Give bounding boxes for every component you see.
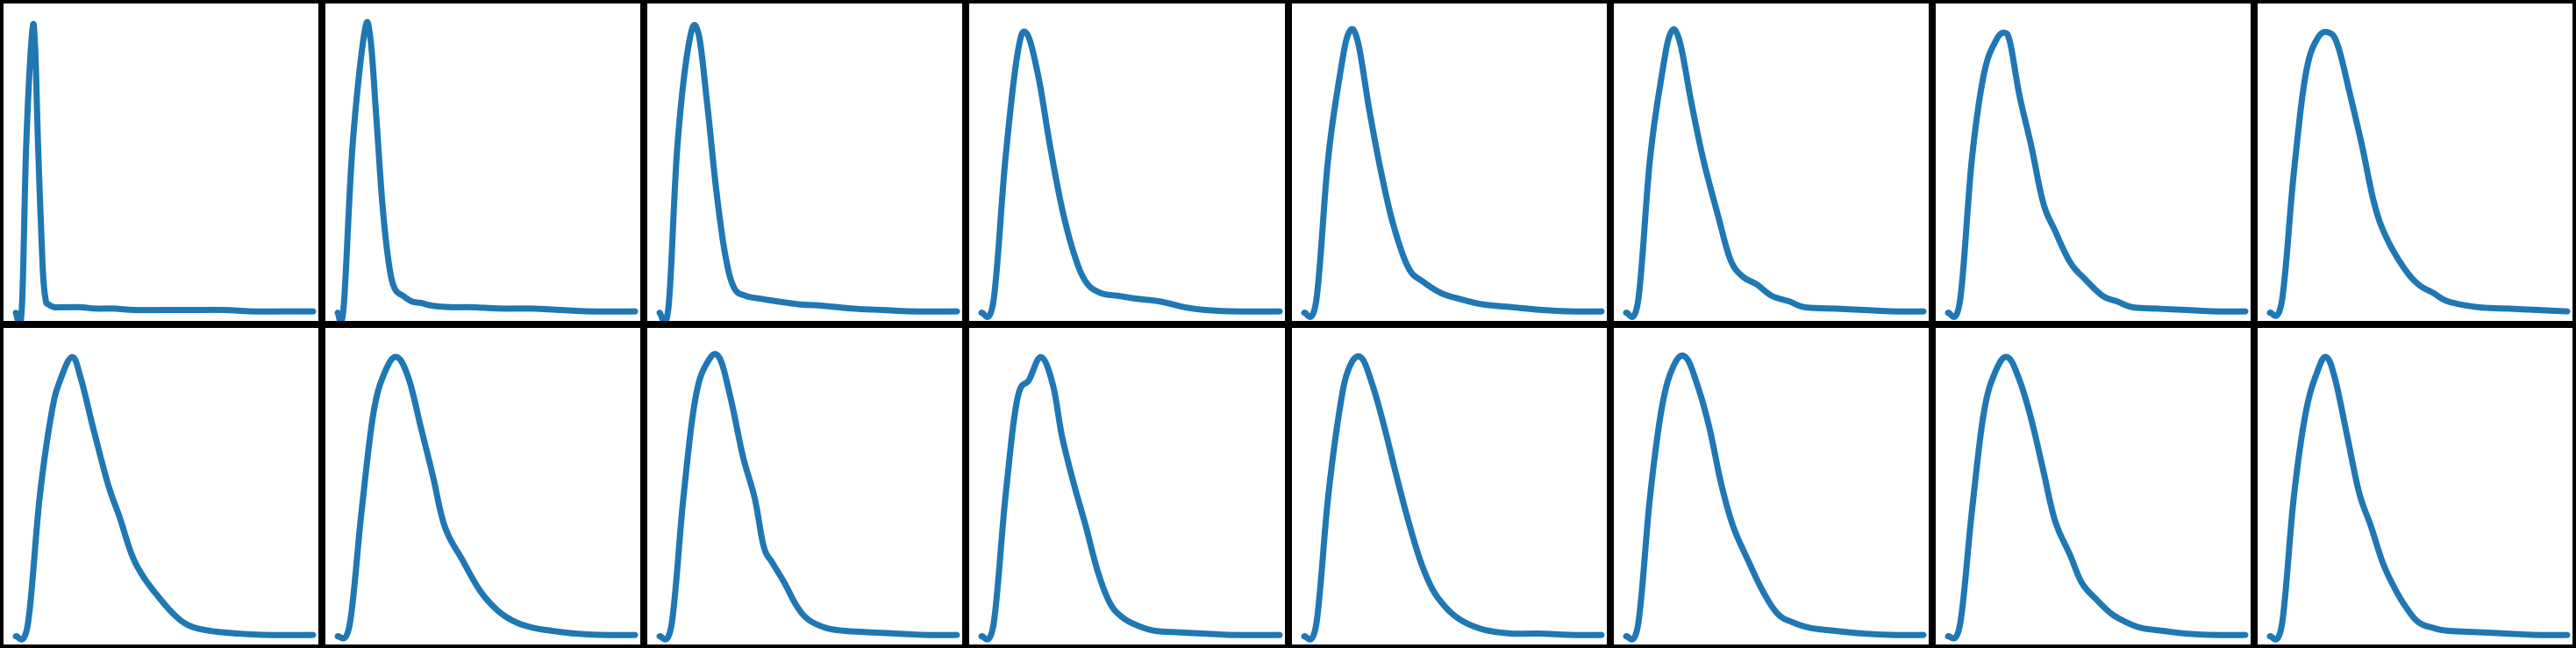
plot-svg-8 <box>2266 28 2571 319</box>
series-line-11 <box>656 351 960 643</box>
series-line-1 <box>12 20 317 321</box>
plot-panel-11 <box>644 324 966 648</box>
plot-svg-5 <box>1301 25 1605 320</box>
plot-panel-14 <box>1610 324 1932 648</box>
series-line-15 <box>1944 353 2249 642</box>
plot-panel-6 <box>1610 0 1932 324</box>
plot-panel-16 <box>2254 324 2576 648</box>
plot-svg-12 <box>978 353 1283 643</box>
plot-panel-4 <box>966 0 1288 324</box>
series-line-3 <box>656 22 960 321</box>
plot-panel-13 <box>1288 324 1610 648</box>
series-line-4 <box>978 28 1283 320</box>
plot-panel-8 <box>2254 0 2576 324</box>
plot-panel-5 <box>1288 0 1610 324</box>
plot-panel-15 <box>1932 324 2254 648</box>
series-line-16 <box>2266 353 2571 643</box>
plot-svg-6 <box>1623 26 1927 320</box>
plot-svg-2 <box>334 18 639 321</box>
plot-svg-14 <box>1623 352 1927 643</box>
series-line-2 <box>334 18 639 321</box>
plot-svg-10 <box>334 353 639 642</box>
plot-panel-10 <box>322 324 644 648</box>
series-line-5 <box>1301 25 1605 320</box>
plot-panel-12 <box>966 324 1288 648</box>
series-line-12 <box>978 353 1283 643</box>
series-line-14 <box>1623 352 1927 643</box>
plot-svg-13 <box>1301 352 1605 643</box>
plot-panel-2 <box>322 0 644 324</box>
plot-svg-15 <box>1944 353 2249 642</box>
series-line-7 <box>1944 29 2249 320</box>
series-line-13 <box>1301 352 1605 643</box>
plot-svg-11 <box>656 351 960 643</box>
plot-svg-3 <box>656 22 960 321</box>
plot-svg-9 <box>12 353 317 643</box>
plot-svg-16 <box>2266 353 2571 643</box>
plot-svg-7 <box>1944 29 2249 320</box>
series-line-8 <box>2266 28 2571 319</box>
plot-svg-4 <box>978 28 1283 320</box>
plot-panel-3 <box>644 0 966 324</box>
plot-panel-9 <box>0 324 322 648</box>
plot-panel-7 <box>1932 0 2254 324</box>
series-line-9 <box>12 353 317 643</box>
series-line-6 <box>1623 26 1927 320</box>
plot-svg-1 <box>12 20 317 321</box>
plot-panel-1 <box>0 0 322 324</box>
series-line-10 <box>334 353 639 642</box>
